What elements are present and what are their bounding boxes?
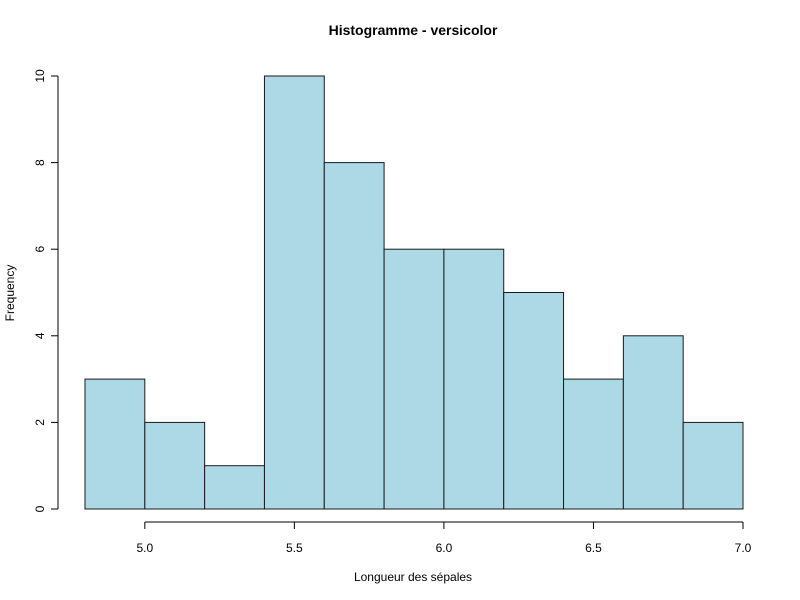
histogram-bar-3 xyxy=(263,75,325,510)
y-tick-label-1: 2 xyxy=(33,419,47,426)
x-tick-label-3: 6.5 xyxy=(585,541,602,555)
chart-title: Histogramme - versicolor xyxy=(329,22,498,38)
y-tick-label-2: 4 xyxy=(33,332,47,339)
histogram-bar-0 xyxy=(84,378,146,510)
y-tick-label-0: 0 xyxy=(33,505,47,512)
bars-group xyxy=(84,75,744,510)
histogram-bar-1 xyxy=(144,421,206,510)
y-tick-label-5: 10 xyxy=(33,69,47,83)
y-tick-label-3: 6 xyxy=(33,246,47,253)
y-tick-label-4: 8 xyxy=(33,159,47,166)
histogram-bar-4 xyxy=(323,162,385,510)
y-axis: 0 2 4 6 8 10 xyxy=(33,69,59,512)
x-axis: 5.0 5.5 6.0 6.5 7.0 xyxy=(136,521,752,555)
x-tick-label-2: 6.0 xyxy=(436,541,453,555)
histogram-bar-10 xyxy=(682,421,744,510)
x-tick-label-0: 5.0 xyxy=(136,541,153,555)
x-axis-label: Longueur des sépales xyxy=(354,570,472,584)
histogram-bar-5 xyxy=(383,248,445,510)
histogram-bar-7 xyxy=(503,292,565,510)
y-axis-label: Frequency xyxy=(3,265,17,322)
x-tick-label-4: 7.0 xyxy=(735,541,752,555)
histogram-bar-6 xyxy=(443,248,505,510)
histogram-bar-8 xyxy=(563,378,624,510)
histogram-bar-9 xyxy=(622,335,684,510)
histogram-bar-2 xyxy=(204,465,265,510)
x-tick-label-1: 5.5 xyxy=(286,541,303,555)
